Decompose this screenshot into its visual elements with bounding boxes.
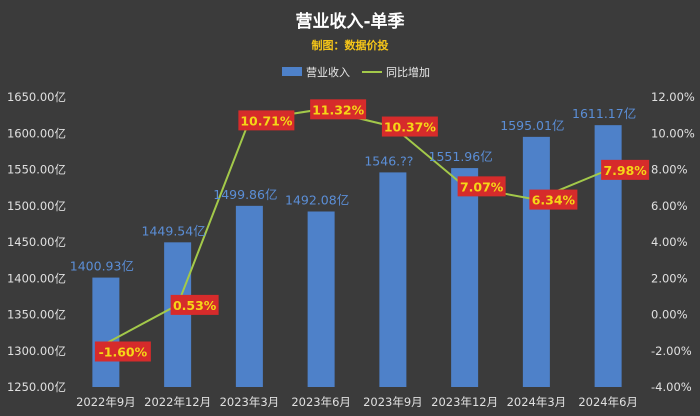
x-tick-label: 2023年6月 xyxy=(291,395,351,409)
bar-value-label: 1400.93亿 xyxy=(70,259,134,274)
line-value-label: 10.71% xyxy=(240,113,293,128)
right-tick-label: 0.00% xyxy=(651,308,688,322)
right-tick-label: 8.00% xyxy=(651,163,688,177)
left-tick-label: 1400.00亿 xyxy=(7,271,66,285)
left-tick-label: 1250.00亿 xyxy=(7,380,66,394)
left-tick-label: 1650.00亿 xyxy=(7,90,66,104)
x-axis: 2022年9月 2022年12月 2023年3月 2023年6月 2023年9月 2023… xyxy=(76,395,638,409)
left-axis: 1250.00亿 1300.00亿 1350.00亿 1400.00亿 1450.00亿… xyxy=(7,90,66,394)
left-tick-label: 1500.00亿 xyxy=(7,199,66,213)
left-tick-label: 1300.00亿 xyxy=(7,344,66,358)
line-value-label: -1.60% xyxy=(99,345,148,360)
line-label-box xyxy=(457,176,506,197)
x-tick-label: 2024年3月 xyxy=(507,395,567,409)
bar xyxy=(307,211,335,387)
left-tick-label: 1600.00亿 xyxy=(7,126,66,140)
bar-series xyxy=(92,125,622,388)
bar-value-label: 1611.17亿 xyxy=(572,106,636,121)
bar-value-label: 1449.54亿 xyxy=(142,223,206,238)
bar-data-labels: 1400.93亿 1449.54亿 1499.86亿 1492.08亿 1546.?? 1… xyxy=(70,106,636,273)
line-label-box xyxy=(94,341,151,362)
bar xyxy=(92,277,120,387)
legend-bar-label: 营业收入 xyxy=(306,65,350,79)
line-value-label: 7.98% xyxy=(603,163,647,178)
x-tick-label: 2023年9月 xyxy=(363,395,423,409)
legend-bar-swatch xyxy=(282,67,302,76)
bar xyxy=(451,168,479,387)
left-tick-label: 1350.00亿 xyxy=(7,308,66,322)
chart-title: 营业收入-单季 xyxy=(295,11,404,32)
legend-line-label: 同比增加 xyxy=(386,65,430,79)
x-tick-label: 2022年12月 xyxy=(144,395,211,409)
x-tick-label: 2023年12月 xyxy=(431,395,498,409)
line-label-box xyxy=(310,99,367,120)
right-axis: -4.00% -2.00% 0.00% 2.00% 4.00% 6.00% 8.00% 10.… xyxy=(651,90,695,394)
bar xyxy=(522,136,550,387)
line-value-label: 0.53% xyxy=(173,298,217,313)
bar xyxy=(235,205,263,387)
left-tick-label: 1550.00亿 xyxy=(7,163,66,177)
bar-value-label: 1546.?? xyxy=(364,153,413,168)
bar-value-label: 1551.96亿 xyxy=(429,149,493,164)
line-value-label: 7.07% xyxy=(460,179,504,194)
line-value-label: 11.32% xyxy=(312,102,365,117)
legend: 营业收入 同比增加 xyxy=(282,65,430,79)
right-tick-label: 4.00% xyxy=(651,235,688,249)
line-value-label: 6.34% xyxy=(532,193,576,208)
x-tick-label: 2022年9月 xyxy=(76,395,136,409)
right-tick-label: 6.00% xyxy=(651,199,688,213)
line-label-box xyxy=(381,116,438,137)
right-tick-label: 2.00% xyxy=(651,271,688,285)
right-tick-label: -4.00% xyxy=(651,380,692,394)
line-label-box xyxy=(529,189,578,210)
right-tick-label: 10.00% xyxy=(651,126,695,140)
left-tick-label: 1450.00亿 xyxy=(7,235,66,249)
line-label-box xyxy=(170,294,219,315)
bar-value-label: 1499.86亿 xyxy=(213,187,277,202)
line-label-box xyxy=(238,110,295,131)
line-data-labels: -1.60% 0.53% 10.71% 11.32% 10.37% 7.07% 6.34% 7… xyxy=(94,99,650,362)
line-value-label: 10.37% xyxy=(384,120,437,135)
x-tick-label: 2024年6月 xyxy=(578,395,638,409)
bar xyxy=(379,172,407,387)
x-tick-label: 2023年3月 xyxy=(220,395,280,409)
bar-value-label: 1595.01亿 xyxy=(500,118,564,133)
right-tick-label: 12.00% xyxy=(651,90,695,104)
chart-subtitle: 制图：数据价投 xyxy=(312,38,389,52)
right-tick-label: -2.00% xyxy=(651,344,692,358)
line-label-box xyxy=(601,159,650,180)
bar-value-label: 1492.08亿 xyxy=(285,192,349,207)
